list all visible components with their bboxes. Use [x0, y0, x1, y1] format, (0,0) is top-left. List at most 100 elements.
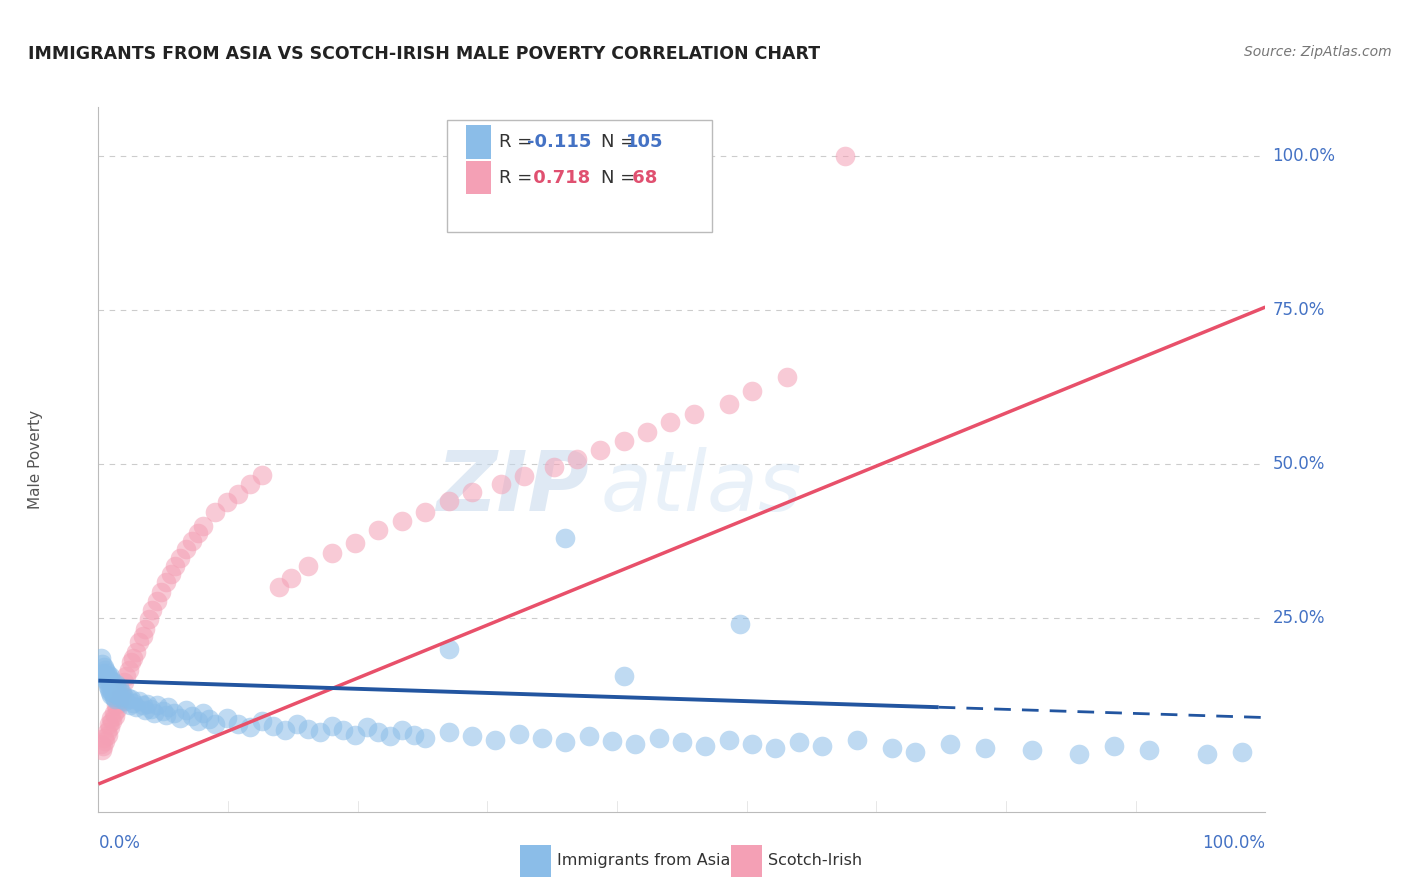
Point [108, 680, 131, 694]
Text: 100.0%: 100.0% [1272, 147, 1336, 165]
Point [543, 460, 565, 475]
Point [98, 684, 121, 698]
Text: 75.0%: 75.0% [1272, 301, 1324, 319]
Point [139, 702, 162, 716]
Point [94, 663, 117, 677]
Point [143, 706, 166, 721]
Point [717, 397, 740, 411]
Point [250, 714, 273, 729]
Point [671, 735, 693, 749]
Point [90, 743, 112, 757]
Text: atlas: atlas [600, 447, 801, 528]
Point [90, 737, 112, 751]
Point [97, 669, 120, 683]
Point [489, 476, 512, 491]
Point [98, 675, 121, 690]
Point [146, 593, 169, 607]
Point [104, 686, 127, 700]
Point [138, 612, 160, 626]
Point [112, 690, 135, 704]
Point [280, 571, 302, 585]
Point [187, 525, 209, 540]
Point [94, 673, 117, 687]
Point [880, 741, 903, 756]
Point [776, 369, 799, 384]
Point [269, 580, 291, 594]
Point [125, 645, 148, 659]
Point [98, 669, 121, 683]
Point [741, 737, 763, 751]
Point [125, 700, 148, 714]
Text: 50.0%: 50.0% [1272, 455, 1324, 473]
Point [93, 669, 115, 683]
Point [107, 692, 129, 706]
Point [97, 716, 120, 731]
Point [215, 495, 238, 509]
Point [110, 692, 132, 706]
Point [122, 696, 145, 710]
Point [285, 716, 308, 731]
Text: N =: N = [600, 169, 641, 186]
Point [136, 697, 159, 711]
Point [152, 705, 174, 719]
Point [624, 737, 647, 751]
Point [101, 714, 124, 729]
Point [484, 732, 506, 747]
Point [589, 443, 612, 458]
Point [111, 690, 134, 704]
Point [91, 666, 114, 681]
Point [93, 731, 115, 745]
Point [90, 651, 112, 665]
Point [105, 702, 128, 716]
Text: 100.0%: 100.0% [1202, 834, 1265, 852]
Point [228, 716, 250, 731]
Point [118, 663, 141, 677]
Point [239, 720, 262, 734]
Point [96, 666, 118, 681]
Point [155, 575, 177, 590]
Point [134, 622, 156, 636]
Point [117, 690, 139, 705]
Point [174, 541, 197, 556]
Point [97, 728, 120, 742]
Point [111, 686, 134, 700]
Point [741, 384, 763, 399]
Point [367, 524, 389, 538]
Point [103, 681, 125, 695]
Point [730, 617, 752, 632]
Text: Immigrants from Asia: Immigrants from Asia [557, 854, 730, 868]
Point [114, 694, 136, 708]
Point [717, 732, 740, 747]
Point [100, 679, 122, 693]
Point [174, 703, 197, 717]
Point [163, 706, 186, 721]
Point [250, 468, 273, 483]
Point [554, 735, 576, 749]
Point [180, 533, 202, 548]
Point [367, 724, 389, 739]
Point [402, 728, 425, 742]
Point [763, 741, 786, 756]
Point [356, 720, 378, 734]
Point [508, 726, 530, 740]
Point [150, 585, 173, 599]
Point [461, 729, 484, 743]
Point [1067, 747, 1090, 762]
Text: R =: R = [499, 169, 538, 186]
Point [636, 425, 658, 439]
Point [193, 706, 215, 721]
Point [198, 713, 221, 727]
Point [274, 723, 297, 737]
Point [105, 681, 128, 696]
Point [846, 732, 869, 747]
Text: 0.718: 0.718 [527, 169, 591, 186]
Point [108, 696, 131, 710]
Point [391, 514, 413, 528]
Point [215, 710, 238, 724]
Point [98, 720, 121, 734]
Text: 68: 68 [626, 169, 657, 186]
Point [169, 550, 191, 565]
Point [159, 566, 181, 581]
Point [180, 709, 202, 723]
Point [107, 688, 129, 702]
